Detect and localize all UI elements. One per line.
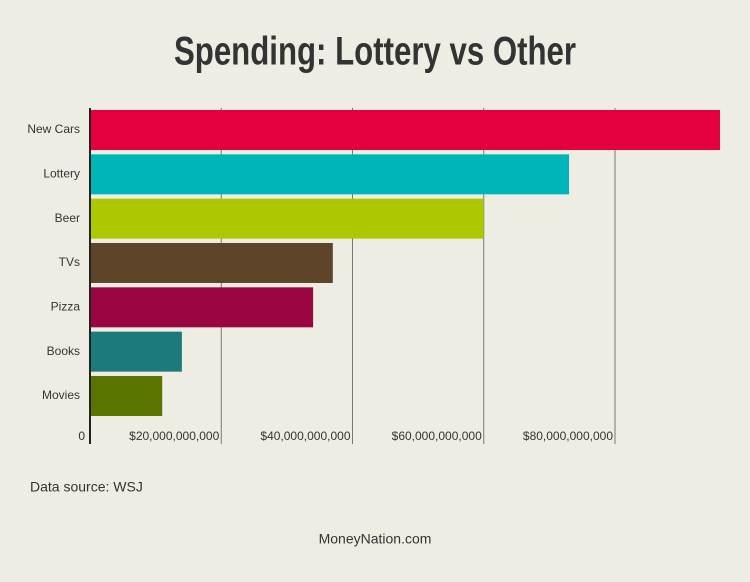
y-tick-label: Movies [42,388,80,402]
bar [90,154,570,195]
bar [90,242,333,283]
y-tick-label: Lottery [43,167,80,181]
bar [90,375,163,416]
x-tick-label: $20,000,000,000 [129,429,219,443]
y-tick-label: Books [47,344,80,358]
x-tick-label: $60,000,000,000 [392,429,482,443]
y-tick-label: Pizza [51,299,81,313]
bar [90,287,314,328]
x-tick-label: 0 [78,429,85,443]
bar [90,331,182,372]
footer: MoneyNation.com [319,531,432,547]
y-tick-label: TVs [59,255,80,269]
x-tick-label: $40,000,000,000 [260,429,350,443]
x-tick-label: $80,000,000,000 [523,429,613,443]
source-note: Data source: WSJ [30,479,143,495]
bar [90,110,720,150]
y-tick-label: Beer [55,211,80,225]
bar [90,198,484,239]
chart-title: Spending: Lottery vs Other [174,29,576,74]
y-tick-label: New Cars [27,122,80,136]
